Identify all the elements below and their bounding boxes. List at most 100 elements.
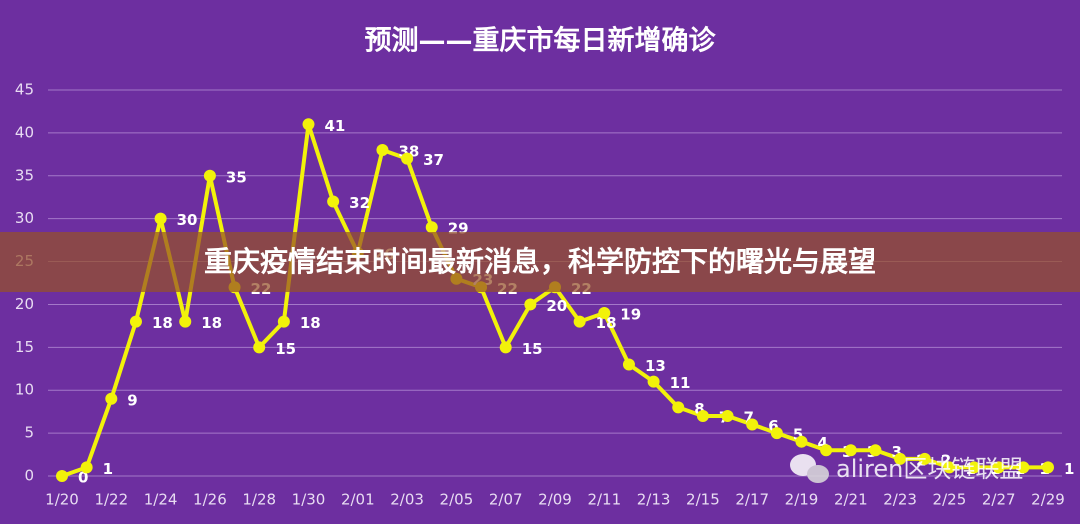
point [894, 452, 907, 465]
value-label: 13 [645, 357, 666, 375]
point [1042, 461, 1054, 474]
point [499, 341, 512, 354]
value-label: 35 [226, 168, 247, 186]
value-label: 18 [201, 314, 222, 332]
point [721, 409, 734, 422]
y-tick-label: 30 [15, 209, 34, 227]
point [573, 315, 586, 328]
point [869, 444, 882, 457]
chart-title: 预测——重庆市每日新增确诊 [365, 25, 717, 57]
point [56, 470, 68, 482]
y-tick-label: 45 [15, 81, 34, 99]
value-label: 19 [620, 306, 641, 324]
value-label: 15 [522, 340, 543, 358]
y-tick-label: 15 [15, 338, 34, 356]
x-tick-label: 2/19 [785, 491, 819, 509]
point [770, 427, 783, 440]
point [647, 375, 660, 388]
x-tick-label: 2/07 [489, 491, 523, 509]
value-label: 18 [300, 314, 321, 332]
x-tick-label: 2/17 [735, 491, 769, 509]
y-tick-label: 0 [24, 467, 34, 485]
point [598, 307, 611, 320]
value-label: 11 [670, 374, 691, 392]
value-label: 1 [1064, 460, 1074, 478]
value-label: 30 [177, 211, 198, 229]
value-label: 2 [941, 451, 951, 469]
point [918, 452, 931, 465]
value-label: 7 [744, 408, 754, 426]
point [524, 298, 537, 311]
wechat-icon [807, 465, 829, 483]
x-tick-label: 2/11 [587, 491, 621, 509]
point [820, 444, 833, 457]
x-tick-label: 1/20 [45, 491, 79, 509]
value-label: 18 [596, 314, 617, 332]
point [401, 152, 414, 165]
x-tick-label: 2/25 [933, 491, 967, 509]
value-label: 5 [793, 426, 803, 444]
point [968, 461, 981, 474]
point [795, 435, 808, 448]
value-label: 32 [349, 194, 370, 212]
point [696, 409, 709, 422]
y-tick-label: 35 [15, 166, 34, 184]
value-label: 20 [546, 297, 567, 315]
x-tick-label: 2/05 [440, 491, 474, 509]
x-tick-label: 1/28 [242, 491, 276, 509]
x-tick-label: 2/09 [538, 491, 572, 509]
point [746, 418, 759, 431]
point [425, 221, 438, 234]
value-label: 6 [768, 417, 778, 435]
point [844, 444, 857, 457]
headline: 重庆疫情结束时间最新消息，科学防控下的曙光与展望 [204, 245, 876, 278]
x-tick-label: 1/22 [94, 491, 128, 509]
point [80, 461, 93, 474]
value-label: 0 [78, 469, 88, 487]
x-tick-label: 2/23 [883, 491, 917, 509]
value-label: 3 [891, 443, 901, 461]
y-tick-label: 40 [15, 123, 34, 141]
point [179, 315, 192, 328]
watermark-group: aliren区块链联盟 [790, 454, 1023, 483]
point [943, 461, 956, 474]
point [622, 358, 635, 371]
x-tick-label: 1/26 [193, 491, 227, 509]
y-tick-label: 20 [15, 295, 34, 313]
point [376, 144, 389, 157]
point [992, 461, 1005, 474]
point [277, 315, 290, 328]
point [302, 118, 315, 131]
point [129, 315, 142, 328]
value-label: 15 [275, 340, 296, 358]
watermark: aliren区块链联盟 [836, 455, 1023, 483]
point [672, 401, 685, 414]
point [1017, 461, 1030, 474]
plot: 0510152025303540451/201/221/241/261/281/… [15, 81, 1075, 509]
x-tick-label: 2/27 [982, 491, 1016, 509]
x-tick-label: 2/03 [390, 491, 424, 509]
value-label: 4 [818, 434, 828, 452]
point [327, 195, 340, 208]
point [105, 392, 118, 405]
x-tick-label: 1/30 [292, 491, 326, 509]
x-tick-label: 2/01 [341, 491, 375, 509]
x-tick-label: 2/15 [686, 491, 720, 509]
value-label: 9 [127, 391, 137, 409]
x-tick-label: 2/29 [1031, 491, 1065, 509]
point [154, 212, 167, 225]
value-label: 8 [694, 400, 704, 418]
x-tick-label: 2/21 [834, 491, 868, 509]
value-label: 1 [103, 460, 113, 478]
x-tick-label: 2/13 [637, 491, 671, 509]
headline-band [0, 232, 1080, 292]
point [203, 169, 216, 182]
value-label: 18 [152, 314, 173, 332]
point [253, 341, 266, 354]
value-label: 41 [325, 117, 346, 135]
x-tick-label: 1/24 [144, 491, 178, 509]
y-tick-label: 10 [15, 381, 34, 399]
y-tick-label: 5 [24, 424, 34, 442]
